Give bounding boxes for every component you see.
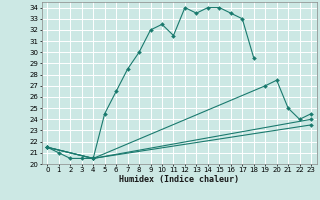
X-axis label: Humidex (Indice chaleur): Humidex (Indice chaleur) (119, 175, 239, 184)
